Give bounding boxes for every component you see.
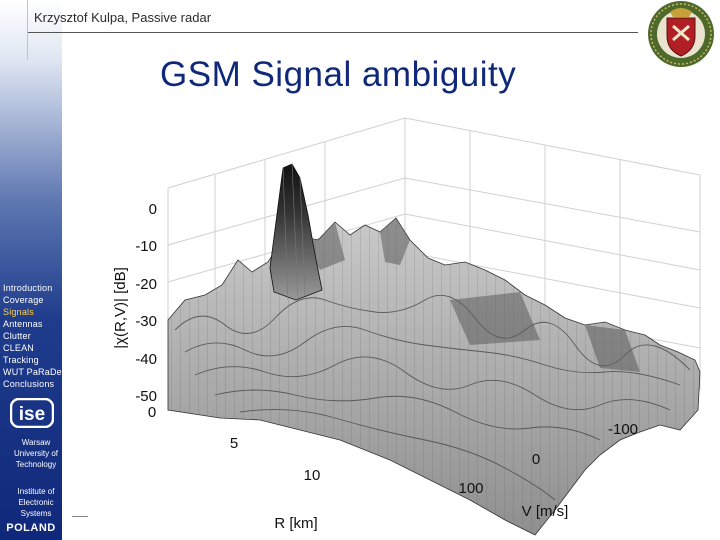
v-tick-0: -100 bbox=[608, 421, 638, 438]
institute-name: Institute of Electronic Systems bbox=[0, 486, 72, 519]
country-label: POLAND bbox=[6, 522, 56, 534]
z-tick-1: -10 bbox=[135, 238, 157, 255]
nav-item-antennas[interactable]: Antennas bbox=[3, 319, 43, 329]
ise-logo: ise bbox=[10, 398, 54, 428]
v-tick-2: 100 bbox=[458, 480, 483, 497]
nav-item-tracking[interactable]: Tracking bbox=[3, 355, 39, 365]
nav-item-conclusions[interactable]: Conclusions bbox=[3, 379, 55, 389]
z-tick-2: -20 bbox=[135, 276, 157, 293]
nav-item-coverage[interactable]: Coverage bbox=[3, 295, 44, 305]
university-line-1: Warsaw bbox=[21, 438, 51, 447]
v-tick-1: 0 bbox=[532, 451, 540, 468]
v-axis-label: V [m/s] bbox=[522, 503, 569, 520]
nav-item-clutter[interactable]: Clutter bbox=[3, 331, 31, 341]
author-header: Krzysztof Kulpa, Passive radar bbox=[34, 10, 212, 25]
z-tick-3: -30 bbox=[135, 313, 157, 330]
university-line-3: Technology bbox=[15, 460, 57, 469]
z-tick-5: -50 bbox=[135, 388, 157, 405]
nav-item-introduction[interactable]: Introduction bbox=[3, 283, 53, 293]
r-tick-1: 5 bbox=[230, 435, 238, 452]
z-axis: 0 -10 -20 -30 -40 -50 |χ(R,V)| [dB] bbox=[112, 201, 157, 405]
z-tick-4: -40 bbox=[135, 351, 157, 368]
institute-line-1: Institute of bbox=[17, 487, 55, 496]
ise-logo-text: ise bbox=[19, 404, 45, 425]
sidebar-nav: Introduction Coverage Signals Antennas C… bbox=[3, 282, 65, 390]
r-tick-0: 0 bbox=[148, 404, 156, 421]
sidebar: Introduction Coverage Signals Antennas C… bbox=[0, 0, 62, 540]
header-rule bbox=[28, 32, 638, 33]
slide-title: GSM Signal ambiguity bbox=[160, 55, 517, 94]
university-name: Warsaw University of Technology bbox=[0, 437, 72, 470]
institute-line-2: Electronic bbox=[18, 498, 54, 507]
nav-item-clean[interactable]: CLEAN bbox=[3, 343, 35, 353]
nav-item-wut-parade[interactable]: WUT PaRaDe bbox=[3, 367, 62, 377]
university-line-2: University of bbox=[13, 449, 58, 458]
z-tick-0: 0 bbox=[149, 201, 157, 218]
r-axis: 0 5 10 R [km] bbox=[148, 404, 321, 532]
z-axis-label: |χ(R,V)| [dB] bbox=[112, 267, 129, 349]
university-crest-logo bbox=[648, 1, 714, 67]
footer-rule bbox=[72, 516, 88, 517]
institute-line-3: Systems bbox=[20, 509, 52, 518]
nav-item-signals[interactable]: Signals bbox=[3, 307, 34, 317]
v-axis: -100 0 100 V [m/s] bbox=[458, 421, 638, 520]
r-axis-label: R [km] bbox=[274, 515, 317, 532]
ambiguity-surface bbox=[167, 163, 701, 536]
r-tick-2: 10 bbox=[304, 467, 321, 484]
sidebar-divider bbox=[27, 0, 28, 60]
